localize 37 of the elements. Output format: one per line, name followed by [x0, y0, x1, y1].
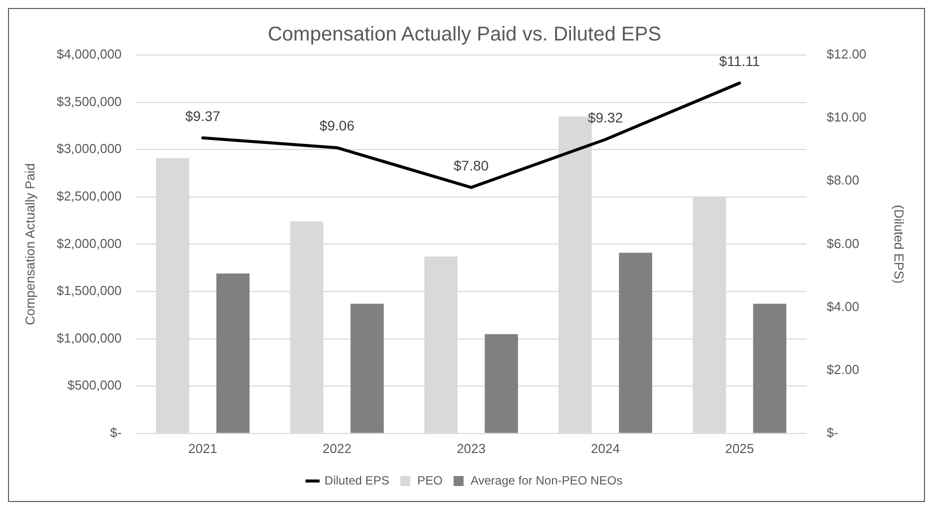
y-tick-label: $2,500,000 [56, 188, 122, 204]
legend-label: PEO [417, 473, 443, 488]
y-tick-label: $- [110, 424, 122, 440]
legend-label: Diluted EPS [324, 473, 390, 488]
bar [350, 304, 384, 433]
x-tick-label: 2022 [322, 440, 352, 456]
y2-tick-label: $2.00 [826, 362, 860, 377]
data-label: $11.11 [719, 52, 760, 69]
y-tick-label: $4,000,000 [56, 46, 122, 62]
y2-tick-label: $8.00 [826, 172, 860, 188]
data-label: $7.80 [454, 157, 489, 174]
bar [753, 304, 786, 433]
data-label: $9.37 [185, 108, 220, 124]
y-tick-label: $2,000,000 [56, 236, 122, 251]
bar [216, 274, 250, 433]
y-tick-label: $1,500,000 [56, 283, 122, 298]
bar [484, 334, 518, 433]
x-tick-label: 2024 [590, 440, 620, 456]
y-tick-label: $500,000 [67, 378, 122, 393]
data-label: $9.32 [588, 109, 624, 126]
legend-label: Average for Non-PEO NEOs [470, 473, 622, 488]
data-label: $9.06 [319, 118, 355, 134]
x-tick-label: 2025 [725, 440, 754, 456]
y2-tick-label: $12.00 [826, 46, 866, 62]
y2-tick-label: $6.00 [826, 236, 860, 251]
y-tick-label: $1,000,000 [56, 330, 122, 346]
y-tick-label: $3,500,000 [56, 94, 122, 109]
y2-tick-label: $10.00 [826, 110, 866, 125]
y-tick-label: $3,000,000 [56, 141, 122, 156]
x-tick-label: 2023 [456, 440, 486, 456]
bar [618, 252, 652, 433]
y-axis-title: Compensation Actually Paid [22, 163, 38, 326]
chart-title: Compensation Actually Paid vs. Diluted EPS [268, 24, 662, 46]
y2-tick-label: $4.00 [826, 298, 860, 314]
x-tick-label: 2021 [188, 440, 218, 456]
y2-axis-title: (Diluted EPS) [892, 204, 907, 284]
y2-tick-label: $- [826, 424, 838, 440]
